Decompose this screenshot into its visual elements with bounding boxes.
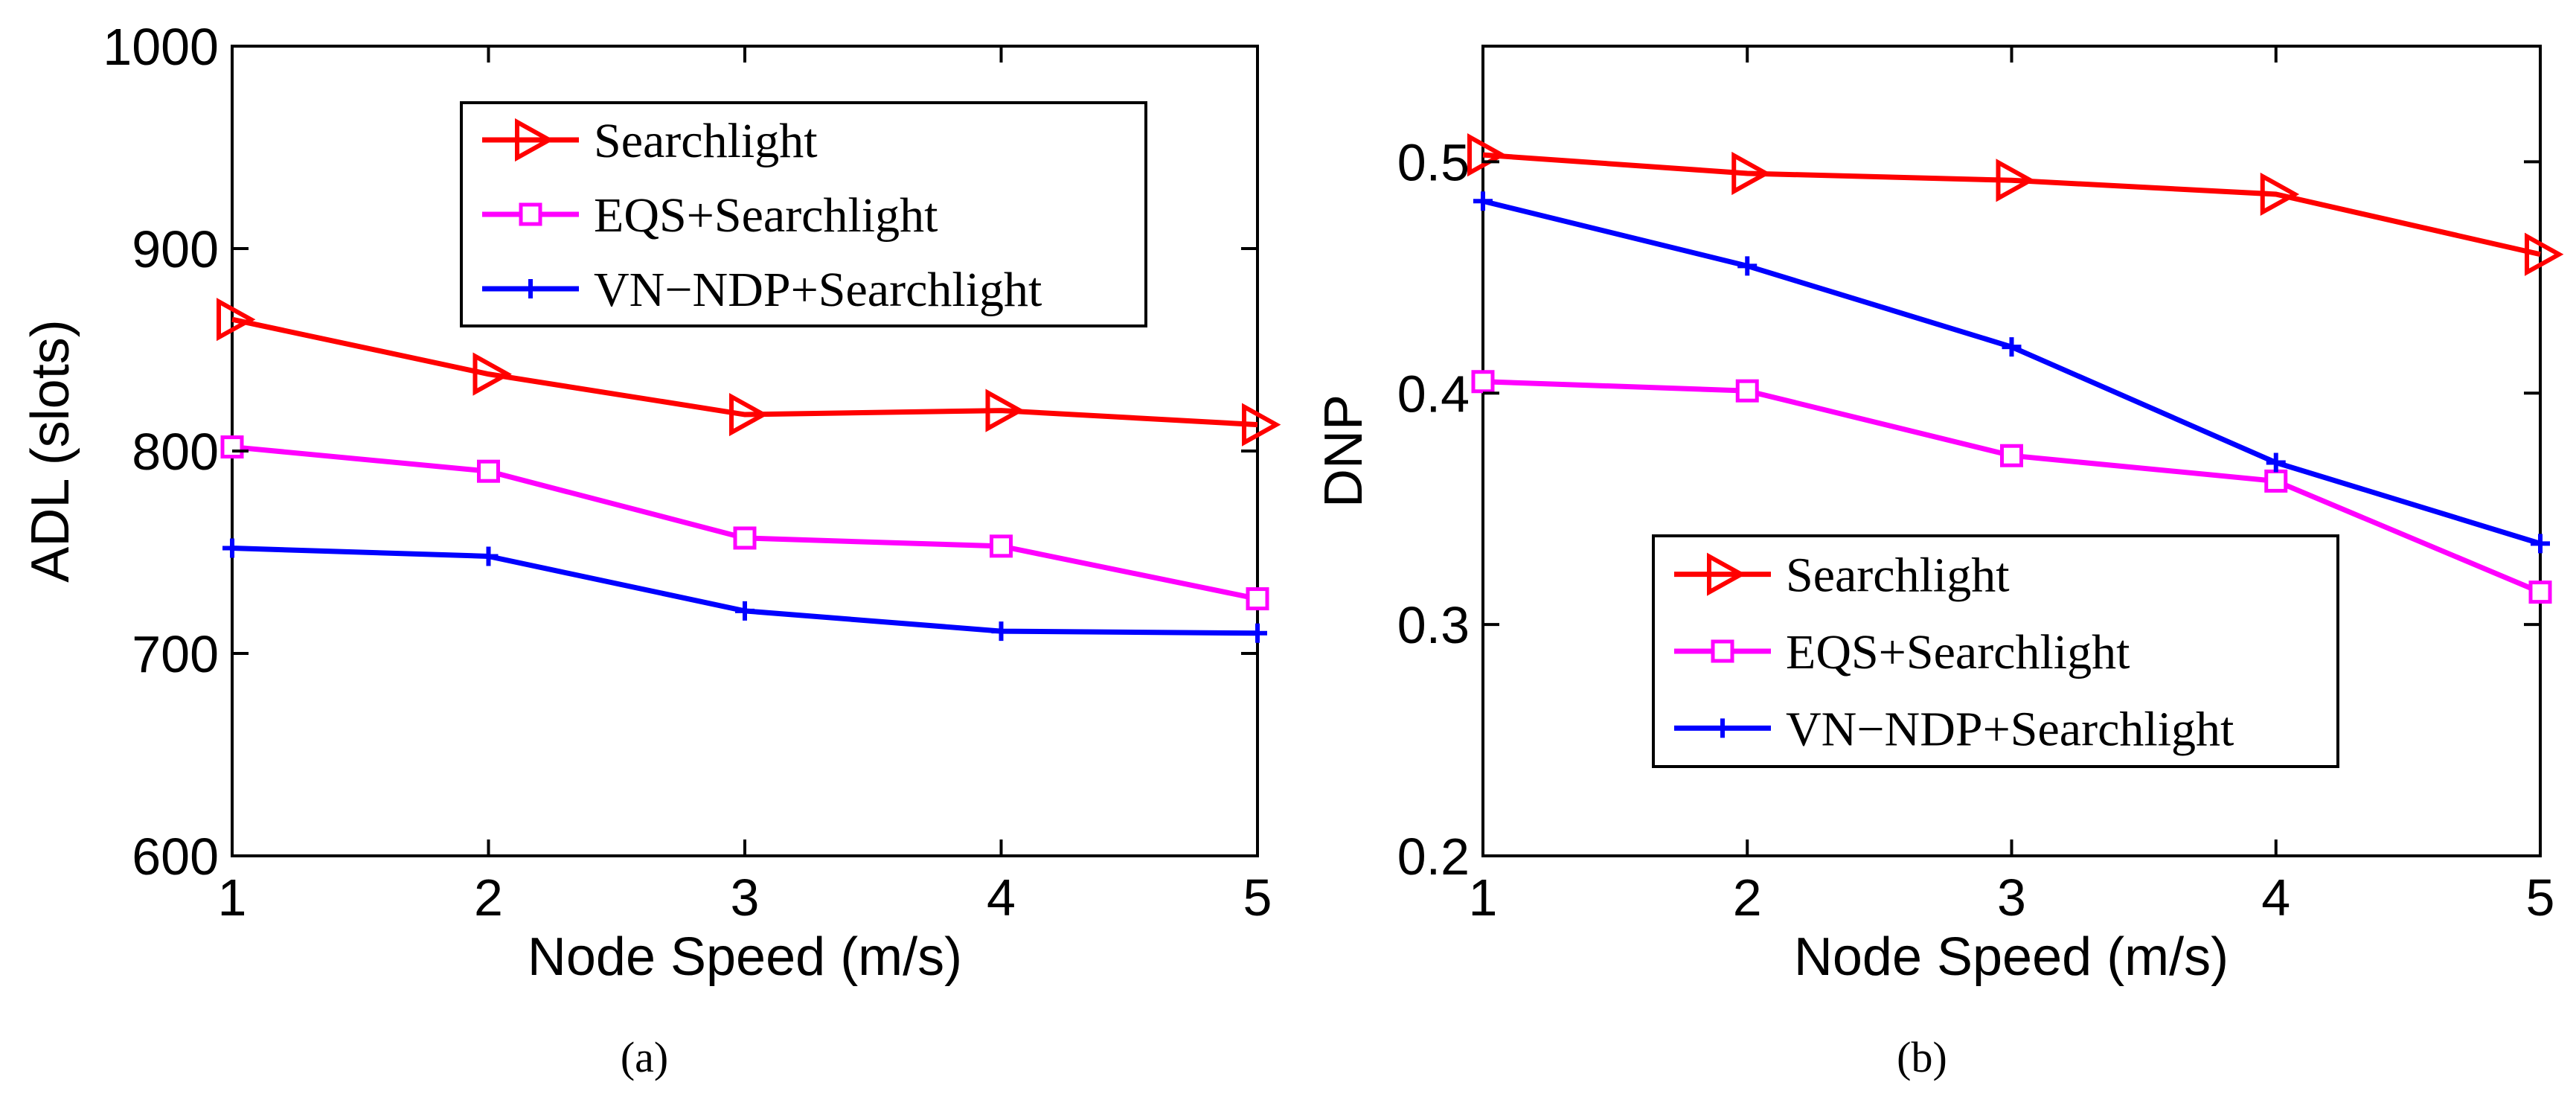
data-point-0-0 (1467, 133, 1507, 177)
x-tick-label: 3 (731, 869, 760, 927)
data-point-1-2 (733, 526, 757, 550)
data-point-2-3 (991, 621, 1011, 642)
data-point-1-1 (477, 459, 500, 483)
data-point-1-2 (2000, 444, 2023, 467)
y-tick-label: 0.3 (1397, 596, 1470, 654)
chart-a-x-axis-label: Node Speed (m/s) (528, 927, 962, 987)
data-point-1-3 (990, 534, 1013, 558)
legend-marker-2 (521, 279, 540, 298)
data-point-0-3 (985, 388, 1025, 432)
x-tick-label: 2 (1733, 869, 1762, 927)
legend-marker-1 (519, 202, 542, 226)
chart-b-x-axis-label: Node Speed (m/s) (1794, 927, 2229, 987)
chart-b-legend: Searchlight EQS+Searchlight VN−NDP+Searchl… (1652, 534, 2339, 768)
chart-b-marks (1467, 133, 2564, 604)
y-tick-label: 600 (132, 828, 219, 886)
legend-marker-0 (515, 118, 554, 162)
series-line-0 (231, 316, 1258, 428)
legend-marker-0 (1707, 552, 1746, 596)
data-point-1-3 (2264, 469, 2288, 493)
data-point-2-0 (222, 538, 242, 558)
data-point-1-4 (1246, 587, 1269, 611)
legend-label-1: EQS+Searchlight (594, 188, 938, 243)
x-tick-label: 1 (1469, 869, 1498, 927)
y-tick-label: 700 (132, 625, 219, 683)
data-point-2-1 (1737, 256, 1758, 276)
x-tick-label: 4 (2261, 869, 2290, 927)
chart-a-caption: (a) (621, 1033, 668, 1081)
y-tick-label: 900 (132, 220, 219, 278)
chart-b-caption: (b) (1897, 1033, 1947, 1081)
x-tick-label: 3 (1997, 869, 2026, 927)
data-point-1-0 (1471, 370, 1495, 394)
y-tick-label: 800 (132, 423, 219, 481)
legend-marker-1 (1711, 639, 1734, 663)
legend-marker-2 (1713, 718, 1732, 738)
y-tick-label: 0.4 (1397, 365, 1470, 423)
data-point-0-1 (472, 352, 512, 396)
data-point-0-1 (1731, 151, 1771, 196)
data-point-2-2 (735, 601, 754, 621)
series-line-0 (1482, 152, 2541, 258)
chart-b-dnp: 1 2 3 4 5 0.2 0.3 0.4 0.5 Node Speed (m/s) DNP (… (1314, 45, 2564, 1081)
data-point-2-1 (478, 546, 499, 566)
chart-a-y-axis-label: ADL (slots) (21, 319, 80, 582)
data-point-0-0 (217, 298, 256, 342)
data-point-2-0 (1473, 191, 1493, 211)
legend-label-0: Searchlight (1786, 548, 2010, 603)
data-point-0-4 (2525, 232, 2564, 276)
x-tick-label: 4 (987, 869, 1016, 927)
chart-b-y-axis-label: DNP (1314, 394, 1374, 508)
chart-a-ticks: 1 2 3 4 5 600 700 800 900 1000 (103, 18, 1272, 927)
chart-a-adl: 1 2 3 4 5 600 700 800 900 1000 Node Speed (m/s) A… (21, 18, 1281, 1081)
data-point-0-3 (2260, 172, 2300, 217)
chart-a-legend: Searchlight EQS+Searchlight VN−NDP+Searchl… (460, 101, 1147, 327)
data-point-2-4 (1248, 623, 1267, 643)
x-tick-label: 5 (1243, 869, 1272, 927)
x-tick-label: 2 (474, 869, 503, 927)
data-point-2-3 (2266, 452, 2286, 473)
y-tick-label: 0.2 (1397, 828, 1470, 886)
data-point-2-4 (2531, 534, 2550, 554)
y-tick-label: 1000 (103, 18, 219, 76)
data-point-0-4 (1242, 403, 1281, 447)
data-point-1-0 (220, 435, 244, 459)
chart-a-marks (217, 298, 1281, 643)
x-tick-label: 1 (218, 869, 247, 927)
y-tick-label: 0.5 (1397, 133, 1470, 191)
legend-label-2: VN−NDP+Searchlight (594, 263, 1042, 317)
data-point-1-4 (2528, 581, 2552, 604)
legend-label-1: EQS+Searchlight (1786, 625, 2130, 679)
data-point-1-1 (1735, 379, 1759, 403)
chart-b-ticks: 1 2 3 4 5 0.2 0.3 0.4 0.5 (1397, 46, 2555, 927)
legend-label-0: Searchlight (594, 114, 818, 168)
legend-label-2: VN−NDP+Searchlight (1786, 702, 2234, 756)
x-tick-label: 5 (2526, 869, 2555, 927)
data-point-0-2 (1996, 159, 2035, 202)
data-point-2-2 (2002, 337, 2022, 357)
data-point-0-2 (729, 392, 769, 437)
